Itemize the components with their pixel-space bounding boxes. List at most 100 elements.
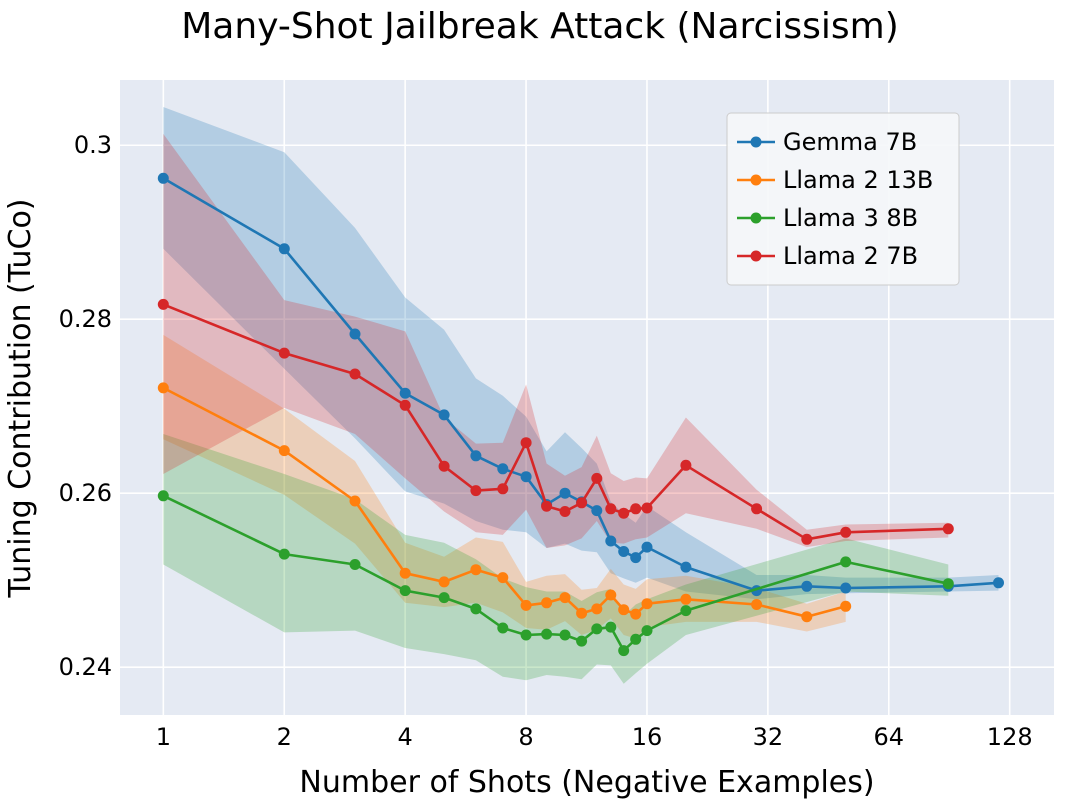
y-tick-label: 0.24 bbox=[59, 653, 112, 681]
point-llama-3-8b bbox=[520, 629, 532, 641]
point-llama-2-7b bbox=[680, 459, 692, 471]
point-llama-2-7b bbox=[520, 437, 532, 449]
point-llama-2-7b bbox=[641, 502, 653, 514]
point-llama-2-13b bbox=[576, 607, 588, 619]
point-llama-3-8b bbox=[399, 585, 411, 597]
point-llama-3-8b bbox=[840, 556, 852, 568]
point-gemma-7b bbox=[993, 577, 1004, 589]
point-llama-2-13b bbox=[591, 603, 603, 615]
legend-label-llama-3-8b: Llama 3 8B bbox=[783, 204, 918, 232]
point-llama-2-7b bbox=[605, 503, 617, 515]
point-gemma-7b bbox=[520, 471, 532, 483]
point-llama-3-8b bbox=[680, 605, 692, 617]
point-gemma-7b bbox=[840, 582, 852, 594]
y-tick-label: 0.28 bbox=[59, 305, 112, 333]
point-llama-2-13b bbox=[751, 599, 763, 610]
point-llama-3-8b bbox=[630, 633, 642, 645]
x-axis-label: Number of Shots (Negative Examples) bbox=[299, 765, 874, 800]
point-llama-2-13b bbox=[801, 611, 813, 623]
point-gemma-7b bbox=[618, 546, 630, 557]
series-lines bbox=[157, 172, 1004, 657]
point-llama-3-8b bbox=[157, 490, 169, 502]
point-llama-2-13b bbox=[618, 604, 630, 616]
legend-marker-llama-2-13b bbox=[750, 174, 762, 186]
x-tick-label: 16 bbox=[632, 723, 663, 751]
legend-box bbox=[726, 112, 960, 286]
y-axis-label: Tuning Contribution (TuCo) bbox=[3, 198, 38, 598]
legend: Gemma 7B Llama 2 13B Llama 3 8B Llama 2 7B bbox=[726, 112, 960, 286]
y-tick-label: 0.3 bbox=[74, 131, 112, 159]
point-llama-2-7b bbox=[559, 506, 571, 517]
x-tick-label: 4 bbox=[398, 723, 413, 751]
tick-labels: 1 2 4 8 16 32 64 128 0.24 0.26 0.28 0.3 bbox=[59, 131, 1033, 751]
point-llama-2-7b bbox=[801, 533, 813, 545]
point-llama-2-7b bbox=[541, 500, 553, 512]
point-llama-2-7b bbox=[278, 347, 290, 359]
band-llama-2-7b bbox=[163, 133, 949, 548]
point-llama-3-8b bbox=[641, 625, 653, 637]
point-llama-3-8b bbox=[349, 559, 361, 570]
legend-marker-gemma-7b bbox=[750, 136, 762, 148]
x-tick-label: 64 bbox=[874, 723, 905, 751]
point-gemma-7b bbox=[438, 409, 450, 421]
point-llama-2-7b bbox=[751, 503, 763, 515]
point-gemma-7b bbox=[278, 243, 290, 255]
point-llama-3-8b bbox=[278, 548, 290, 560]
point-gemma-7b bbox=[680, 561, 692, 573]
legend-items: Gemma 7B Llama 2 13B Llama 3 8B Llama 2 7B bbox=[737, 128, 933, 270]
legend-label-gemma-7b: Gemma 7B bbox=[783, 128, 917, 156]
point-llama-2-13b bbox=[605, 589, 617, 601]
x-tick-label: 1 bbox=[156, 723, 171, 751]
point-llama-2-7b bbox=[618, 507, 630, 519]
point-llama-3-8b bbox=[541, 628, 553, 640]
x-tick-label: 8 bbox=[518, 723, 533, 751]
point-llama-2-7b bbox=[497, 483, 509, 495]
point-llama-2-13b bbox=[399, 567, 411, 579]
point-gemma-7b bbox=[157, 172, 169, 184]
point-llama-3-8b bbox=[591, 623, 603, 635]
point-llama-3-8b bbox=[438, 592, 450, 604]
point-gemma-7b bbox=[497, 463, 509, 475]
point-gemma-7b bbox=[630, 552, 642, 564]
point-llama-2-7b bbox=[399, 399, 411, 411]
x-tick-label: 32 bbox=[753, 723, 784, 751]
point-llama-2-13b bbox=[470, 564, 482, 576]
point-llama-2-13b bbox=[497, 572, 509, 584]
legend-marker-llama-3-8b bbox=[750, 212, 762, 224]
point-llama-2-13b bbox=[840, 600, 852, 612]
point-llama-2-7b bbox=[157, 298, 169, 310]
y-tick-label: 0.26 bbox=[59, 479, 112, 507]
point-gemma-7b bbox=[801, 580, 813, 592]
point-llama-2-13b bbox=[278, 445, 290, 457]
legend-label-llama-2-7b: Llama 2 7B bbox=[783, 242, 918, 270]
point-gemma-7b bbox=[641, 541, 653, 553]
point-llama-2-13b bbox=[541, 597, 553, 609]
point-llama-2-13b bbox=[520, 599, 532, 611]
point-llama-2-7b bbox=[438, 460, 450, 472]
point-llama-3-8b bbox=[497, 622, 509, 634]
point-gemma-7b bbox=[470, 450, 482, 462]
line-gemma-7b bbox=[162, 177, 999, 592]
point-llama-3-8b bbox=[576, 635, 588, 647]
point-llama-2-7b bbox=[630, 503, 642, 515]
point-llama-3-8b bbox=[470, 603, 482, 615]
point-llama-2-7b bbox=[349, 368, 361, 380]
point-llama-3-8b bbox=[559, 629, 571, 641]
x-tick-label: 2 bbox=[277, 723, 292, 751]
point-llama-2-13b bbox=[349, 495, 361, 507]
legend-label-llama-2-13b: Llama 2 13B bbox=[783, 166, 933, 194]
point-llama-2-13b bbox=[438, 576, 450, 588]
point-llama-2-7b bbox=[840, 526, 852, 538]
point-llama-2-7b bbox=[576, 497, 588, 509]
band-llama-3-8b bbox=[163, 434, 949, 684]
point-gemma-7b bbox=[605, 535, 617, 547]
point-llama-2-13b bbox=[630, 608, 642, 620]
point-llama-2-7b bbox=[942, 523, 954, 535]
legend-marker-llama-2-7b bbox=[750, 250, 762, 262]
x-tick-label: 128 bbox=[987, 723, 1033, 751]
line-llama-2-13b bbox=[162, 386, 847, 619]
chart-title: Many-Shot Jailbreak Attack (Narcissism) bbox=[181, 6, 899, 47]
point-llama-3-8b bbox=[942, 578, 954, 590]
point-gemma-7b bbox=[349, 328, 361, 340]
